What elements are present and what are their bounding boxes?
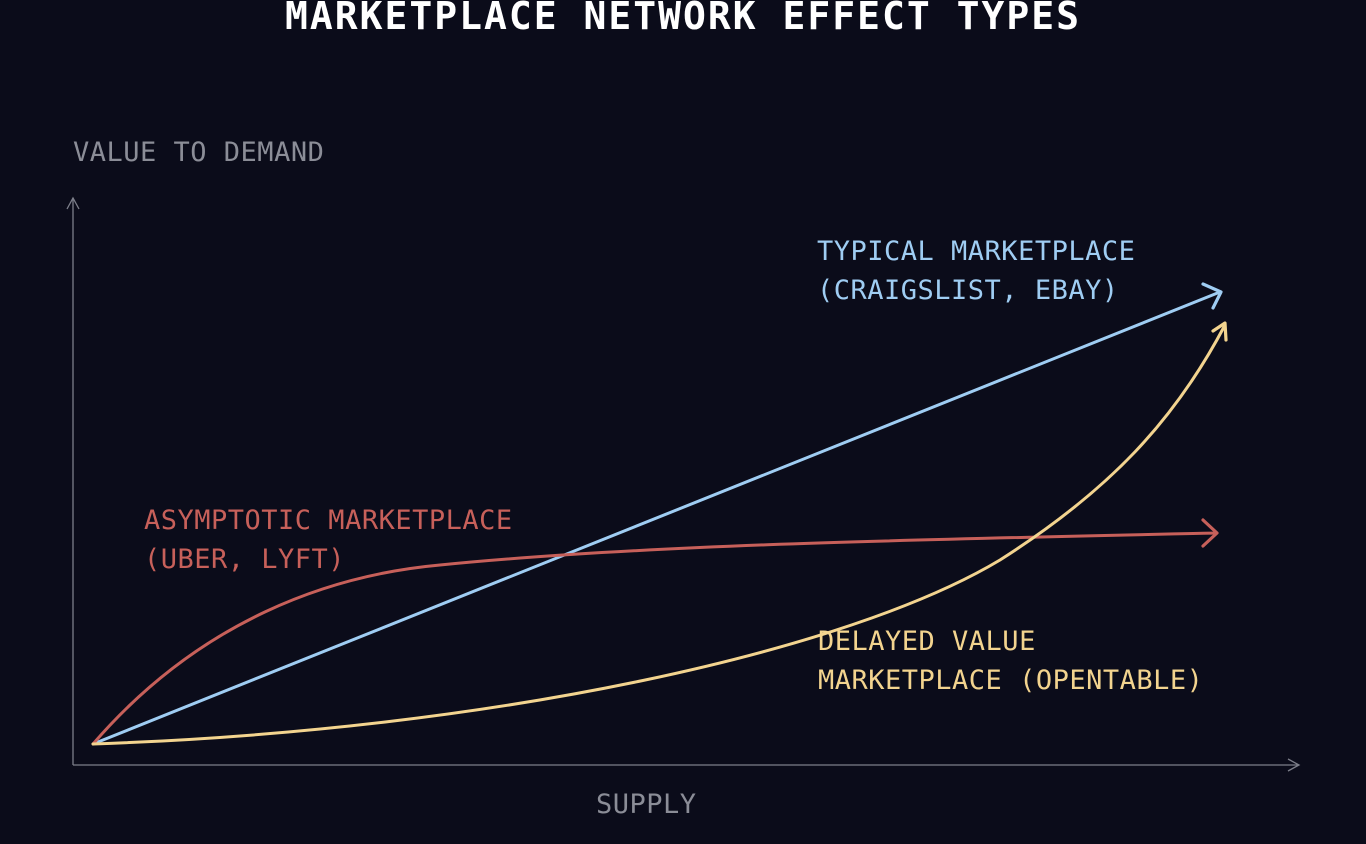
delayed-curve-line	[91, 323, 1227, 746]
asymptotic-label-line2: (UBER, LYFT)	[144, 544, 346, 575]
delayed-label-line1: DELAYED VALUE	[818, 626, 1036, 657]
asymptotic-marketplace-label: ASYMPTOTIC MARKETPLACE (UBER, LYFT)	[144, 501, 513, 579]
typical-label-line2: (CRAIGSLIST, EBAY)	[817, 275, 1119, 306]
typical-curve-line	[91, 290, 1222, 746]
typical-marketplace-label: TYPICAL MARKETPLACE (CRAIGSLIST, EBAY)	[817, 232, 1135, 310]
asymptotic-marketplace-curve	[91, 518, 1219, 746]
y-axis-label: VALUE TO DEMAND	[73, 137, 325, 168]
typical-curve-arrowhead	[1201, 282, 1223, 310]
asymptotic-label-line1: ASYMPTOTIC MARKETPLACE	[144, 505, 513, 536]
typical-marketplace-curve	[91, 282, 1223, 746]
x-axis-arrowhead	[1287, 758, 1301, 772]
x-axis-label: SUPPLY	[596, 789, 697, 820]
asymptotic-curve-line	[91, 531, 1218, 746]
axes	[66, 196, 1301, 772]
asymptotic-curve-arrowhead	[1201, 518, 1219, 548]
delayed-value-marketplace-curve	[91, 321, 1228, 746]
typical-label-line1: TYPICAL MARKETPLACE	[817, 236, 1136, 267]
y-axis-arrowhead	[66, 196, 80, 210]
delayed-value-marketplace-label: DELAYED VALUE MARKETPLACE (OPENTABLE)	[818, 622, 1203, 700]
delayed-curve-arrowhead	[1211, 321, 1228, 342]
delayed-label-line2: MARKETPLACE (OPENTABLE)	[818, 665, 1204, 696]
diagram-title: MARKETPLACE NETWORK EFFECT TYPES	[284, 0, 1082, 38]
